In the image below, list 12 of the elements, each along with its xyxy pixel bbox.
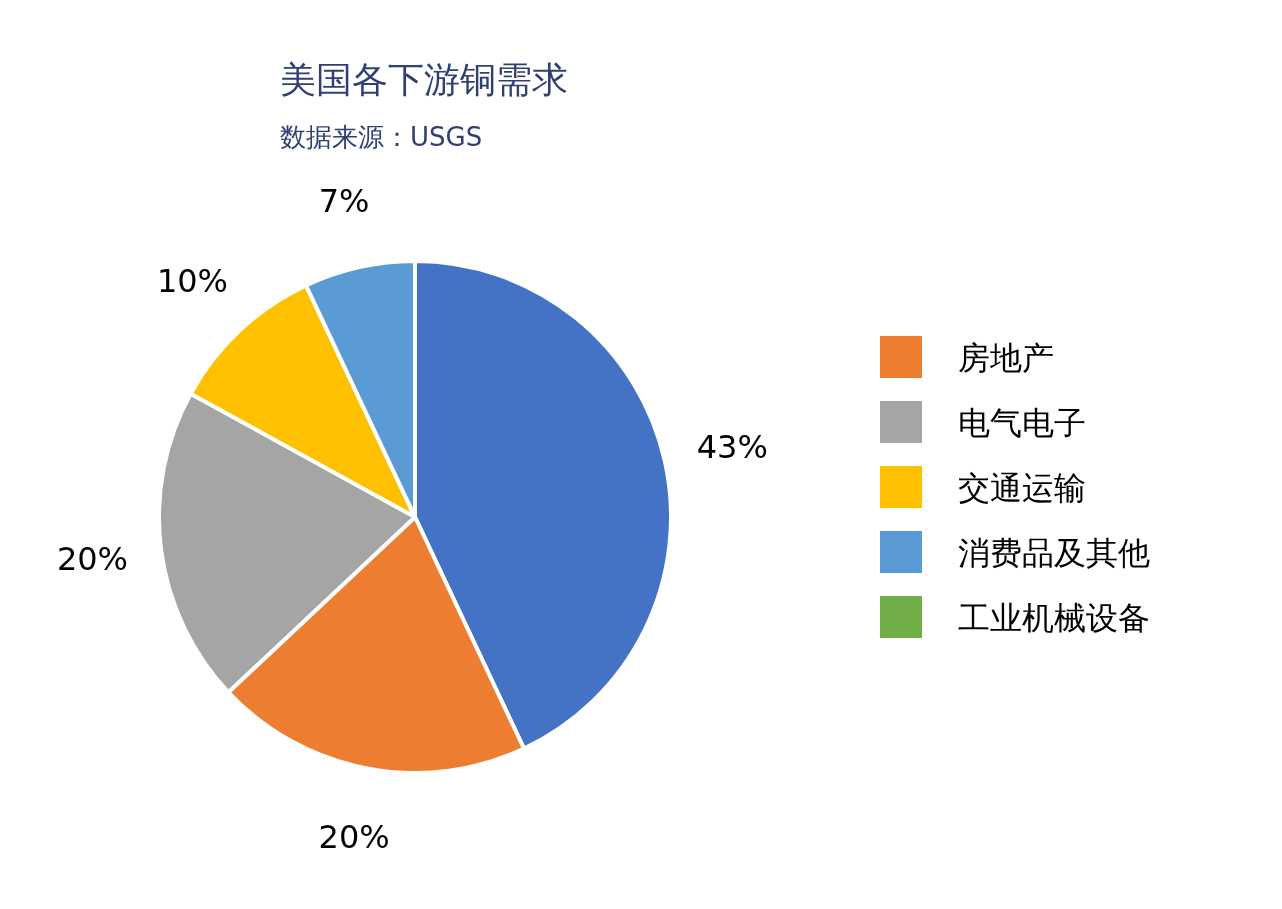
- chart-title: 美国各下游铜需求: [280, 59, 568, 100]
- data-label: 7%: [318, 181, 370, 220]
- legend-label: 交通运输: [958, 469, 1086, 507]
- data-label: 20%: [318, 818, 390, 857]
- data-label: 10%: [156, 262, 228, 300]
- data-label: 20%: [56, 539, 129, 578]
- chart-subtitle: 数据来源：USGS: [280, 122, 483, 152]
- legend-label: 消费品及其他: [958, 534, 1150, 572]
- legend-label: 工业机械设备: [958, 599, 1150, 637]
- legend-label: 电气电子: [958, 404, 1086, 442]
- data-label: 43%: [696, 428, 768, 467]
- legend-label: 房地产: [958, 339, 1054, 377]
